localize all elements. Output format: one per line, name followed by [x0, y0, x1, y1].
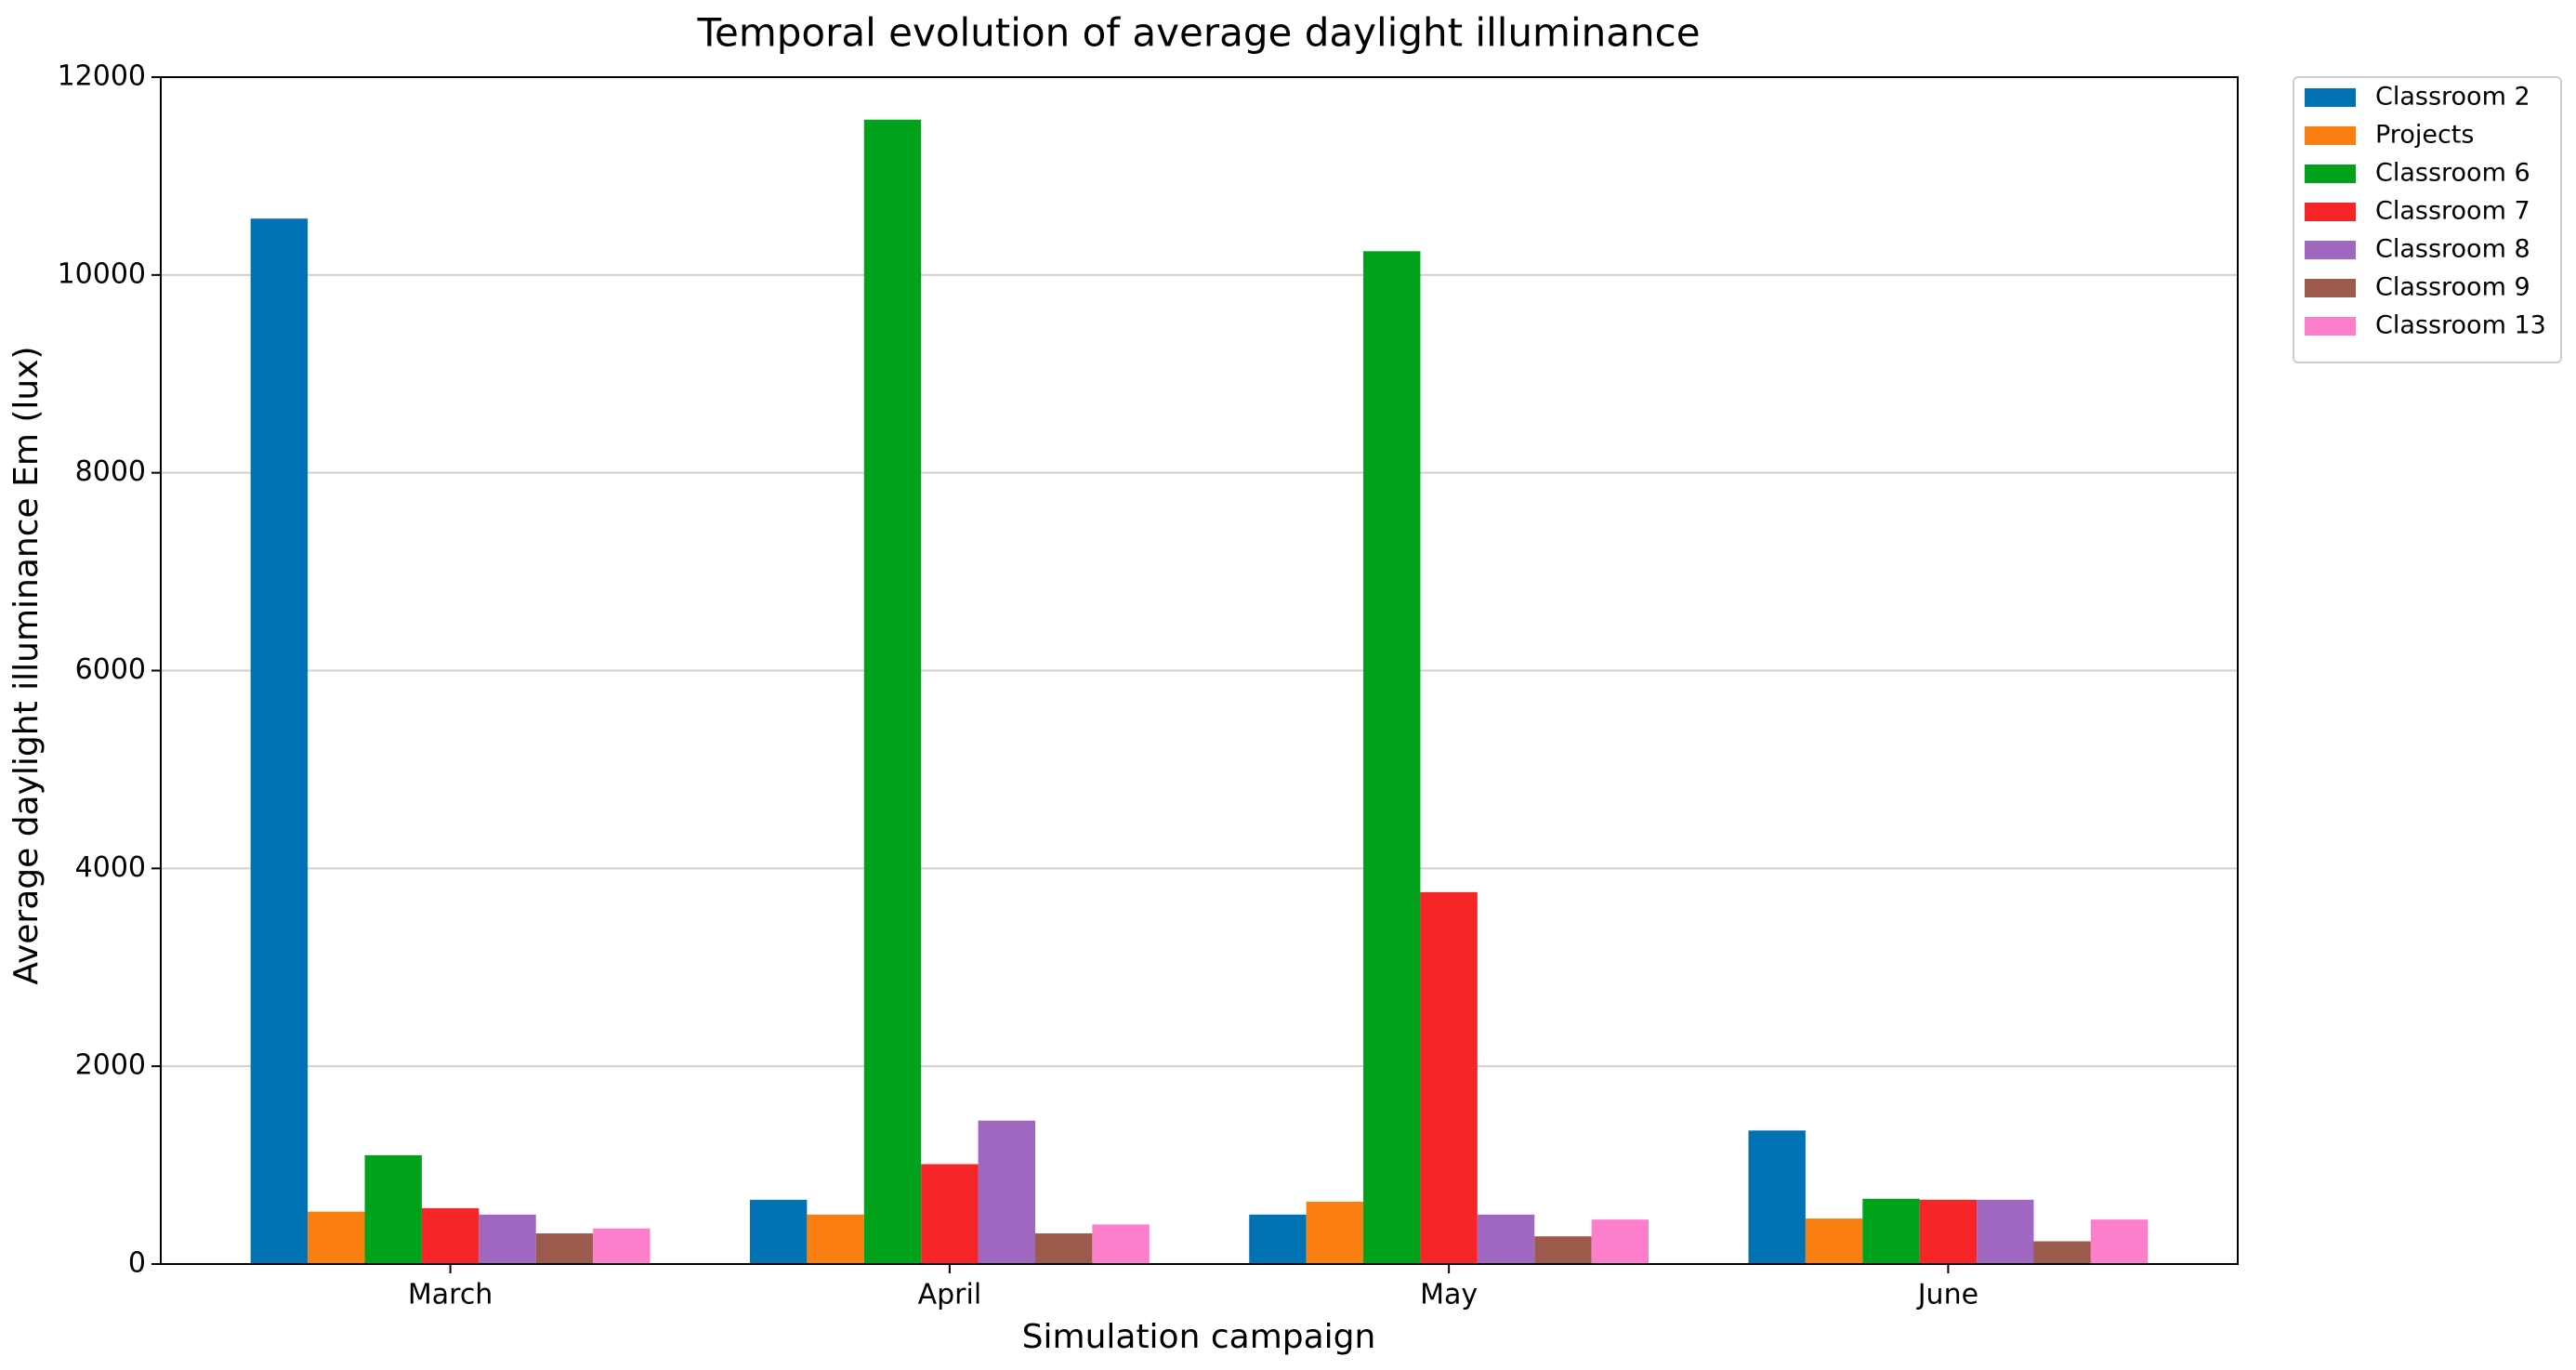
legend-label: Classroom 9 — [2375, 273, 2530, 302]
bar — [1306, 1201, 1364, 1264]
legend-swatch — [2305, 241, 2356, 259]
legend-swatch — [2305, 279, 2356, 297]
bar — [1092, 1224, 1150, 1264]
bar — [250, 218, 309, 1265]
legend-swatch — [2305, 203, 2356, 221]
bar — [749, 1199, 808, 1264]
bar — [535, 1233, 594, 1264]
x-tick-label: May — [1420, 1279, 1478, 1311]
y-axis-label: Average daylight illuminance Em (lux) — [7, 346, 46, 984]
legend-label: Classroom 8 — [2375, 235, 2530, 264]
legend-label: Classroom 7 — [2375, 197, 2530, 226]
bar — [364, 1154, 422, 1264]
bar — [1420, 891, 1478, 1264]
legend-label: Classroom 6 — [2375, 159, 2530, 188]
legend-swatch — [2305, 165, 2356, 183]
bar — [421, 1207, 480, 1264]
bar — [1805, 1219, 1863, 1264]
x-tick-label: June — [1916, 1279, 1978, 1311]
bar — [1034, 1233, 1093, 1264]
y-tick-label: 12000 — [58, 60, 146, 93]
legend-swatch — [2305, 126, 2356, 145]
bar — [1977, 1199, 2034, 1264]
bar — [978, 1120, 1035, 1264]
x-tick-label: April — [918, 1279, 982, 1311]
bar — [593, 1228, 651, 1264]
y-tick-label: 4000 — [75, 851, 146, 884]
bar — [921, 1164, 979, 1264]
y-tick-label: 2000 — [75, 1049, 146, 1082]
bar — [1919, 1199, 1978, 1264]
y-tick-label: 6000 — [75, 653, 146, 686]
legend-swatch — [2305, 317, 2356, 336]
bar — [1862, 1198, 1920, 1264]
plot-frame — [160, 76, 2239, 1265]
bar — [1363, 251, 1421, 1264]
y-tick-label: 0 — [128, 1247, 146, 1280]
chart-title: Temporal evolution of average daylight i… — [696, 10, 1700, 56]
legend-label: Classroom 13 — [2375, 311, 2546, 340]
bar — [1477, 1214, 1535, 1264]
bar — [2033, 1241, 2091, 1264]
bar — [2090, 1219, 2149, 1264]
legend-swatch — [2305, 88, 2356, 107]
x-axis-label: Simulation campaign — [1022, 1318, 1376, 1356]
bar — [479, 1214, 536, 1264]
bar — [1748, 1130, 1806, 1264]
x-tick-label: March — [408, 1279, 493, 1311]
bar — [807, 1214, 864, 1264]
bar — [1249, 1214, 1307, 1264]
legend-label: Projects — [2375, 121, 2474, 150]
bar — [863, 119, 922, 1265]
bar — [308, 1211, 365, 1264]
legend-label: Classroom 2 — [2375, 83, 2530, 112]
y-tick-label: 10000 — [58, 257, 146, 290]
bar — [1534, 1236, 1592, 1264]
y-tick-label: 8000 — [75, 455, 146, 488]
legend-box — [2293, 76, 2562, 363]
bar — [1591, 1219, 1649, 1264]
